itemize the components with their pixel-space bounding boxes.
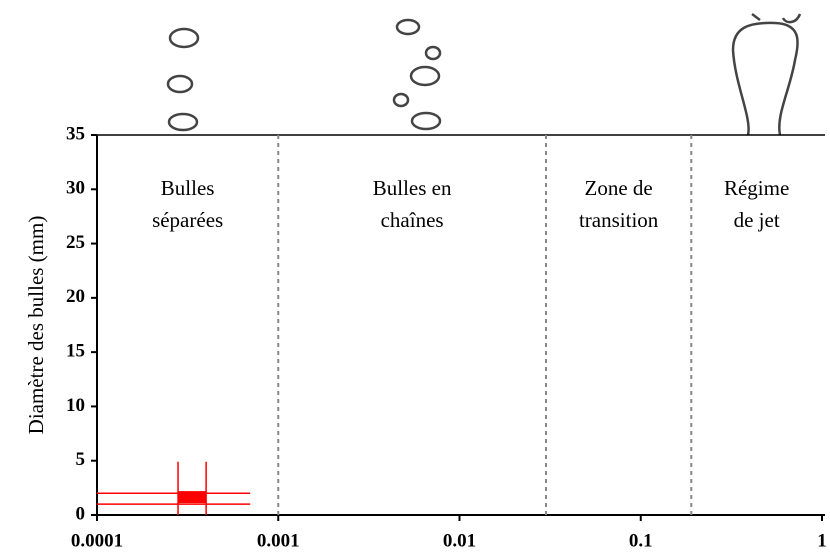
region-label: séparées xyxy=(152,208,223,232)
x-tick-label: 1 xyxy=(817,530,827,551)
y-tick-label: 30 xyxy=(66,178,85,199)
region-label: de jet xyxy=(734,208,780,232)
y-tick-label: 20 xyxy=(66,286,85,307)
region-label: transition xyxy=(579,208,659,232)
x-tick-label: 0.001 xyxy=(257,530,300,551)
region-label: Bulles xyxy=(161,176,215,200)
bubble-sketches xyxy=(166,13,802,136)
x-tick-label: 0.0001 xyxy=(71,530,123,551)
y-tick-label: 5 xyxy=(76,449,86,470)
region-label: Bulles en xyxy=(373,176,452,200)
y-tick-label: 10 xyxy=(66,395,85,416)
region-label: Zone de xyxy=(585,176,653,200)
region-label: Régime xyxy=(724,176,789,200)
y-tick-label: 0 xyxy=(76,503,86,524)
y-axis-label: Diamètre des bulles (mm) xyxy=(24,216,48,435)
y-tick-label: 25 xyxy=(66,232,85,253)
region-label: chaînes xyxy=(381,208,444,232)
y-tick-label: 15 xyxy=(66,341,85,362)
measure-box xyxy=(178,491,207,504)
x-tick-label: 0.1 xyxy=(629,530,653,551)
x-tick-label: 0.01 xyxy=(443,530,476,551)
y-tick-label: 35 xyxy=(66,123,85,144)
